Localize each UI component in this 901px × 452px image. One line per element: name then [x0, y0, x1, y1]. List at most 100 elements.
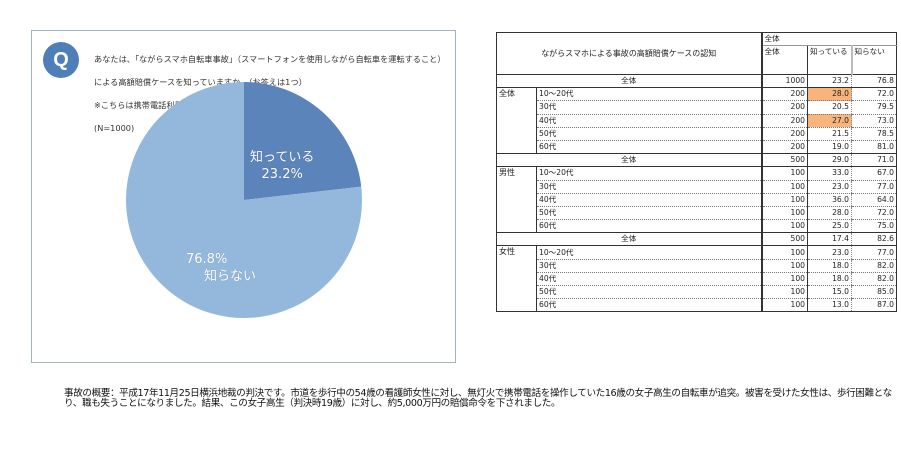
col-header-know: 知っている [807, 45, 852, 75]
pie-label-unknown-name: 知らない [204, 269, 257, 284]
row-dont-pct: 87.0 [851, 298, 897, 313]
pie-label-known: 知っている 23.2% [250, 149, 314, 183]
row-dont-pct: 64.0 [851, 193, 897, 207]
row-n: 100 [760, 206, 808, 221]
row-dont-pct: 82.0 [851, 259, 897, 273]
table-row: 60代 100 13.0 87.0 [497, 298, 897, 313]
row-know-pct: 33.0 [807, 166, 852, 181]
table-row: 60代 200 19.0 81.0 [497, 140, 897, 155]
question-panel: Q あなたは、「ながらスマホ自転車事故」（スマートフォンを使用しながら自転車を運… [31, 30, 456, 363]
col-header-total: 全体 [760, 45, 808, 75]
table-row: 60代 100 25.0 75.0 [497, 219, 897, 234]
row-know-pct: 13.0 [807, 298, 852, 313]
row-dont-pct: 77.0 [851, 180, 897, 194]
table-row: 40代 100 18.0 82.0 [497, 272, 897, 287]
table-row: 40代 200 27.0 73.0 [497, 114, 897, 128]
row-n: 100 [760, 245, 808, 260]
row-age-label: 30代 [536, 180, 762, 194]
total-row-dont: 76.8 [851, 74, 897, 89]
row-dont-pct: 75.0 [851, 219, 897, 234]
row-age-label: 40代 [536, 114, 762, 128]
pie-label-known-pct: 23.2% [261, 167, 303, 182]
total-row-know: 29.0 [807, 153, 852, 168]
row-age-label: 60代 [536, 298, 762, 313]
table-row: 50代 100 28.0 72.0 [497, 206, 897, 221]
row-know-pct: 28.0 [807, 206, 852, 221]
row-dont-pct: 82.0 [851, 272, 897, 287]
total-row-know: 23.2 [807, 74, 852, 89]
row-dont-pct: 72.0 [851, 206, 897, 221]
row-n: 100 [760, 259, 808, 273]
row-n: 100 [760, 193, 808, 207]
row-know-pct: 25.0 [807, 219, 852, 234]
row-age-label: 10～20代 [536, 245, 762, 260]
row-n: 100 [760, 285, 808, 300]
accident-summary-note: 事故の概要：平成17年11月25日横浜地裁の判決です。市道を歩行中の54歳の看護… [64, 388, 892, 409]
row-age-label: 30代 [536, 100, 762, 115]
table-row: 40代 100 36.0 64.0 [497, 193, 897, 207]
row-n: 200 [760, 127, 808, 141]
total-row-n: 500 [760, 232, 808, 247]
pie-label-unknown: 76.8% 知らない [186, 251, 256, 285]
total-row-n: 500 [760, 153, 808, 168]
row-age-label: 50代 [536, 206, 762, 221]
table-group-header: 全体 [760, 32, 897, 46]
table-row: 50代 100 15.0 85.0 [497, 285, 897, 300]
table-row: 女性 10～20代 100 23.0 77.0 [496, 245, 897, 313]
row-know-pct: 18.0 [807, 272, 852, 287]
row-dont-pct: 78.5 [851, 127, 897, 141]
total-row-dont: 71.0 [851, 153, 897, 168]
table-total-row: 全体 500 17.4 82.6 [496, 232, 897, 247]
row-n: 100 [760, 298, 808, 313]
row-dont-pct: 81.0 [851, 140, 897, 155]
crosstab-table: ながらスマホによる事故の高額賠償ケースの認知 全体 全体 知っている 知らない 全体 100… [496, 32, 897, 313]
row-know-pct: 23.0 [807, 180, 852, 194]
total-row-label: 全体 [496, 232, 762, 247]
total-row-label: 全体 [496, 74, 762, 89]
row-know-pct: 23.0 [807, 245, 852, 260]
pie-label-known-name: 知っている [250, 150, 315, 165]
row-age-label: 30代 [536, 259, 762, 273]
pie-chart-svg [126, 82, 363, 318]
row-dont-pct: 73.0 [851, 114, 897, 128]
row-n: 100 [760, 219, 808, 234]
row-age-label: 40代 [536, 272, 762, 287]
row-know-pct: 18.0 [807, 259, 852, 273]
row-know-pct: 27.0 [807, 114, 852, 128]
table-total-row: 全体 1000 23.2 76.8 [496, 74, 897, 89]
table-row: 30代 100 18.0 82.0 [497, 259, 897, 273]
row-dont-pct: 72.0 [851, 87, 897, 102]
table-title: ながらスマホによる事故の高額賠償ケースの認知 [496, 32, 762, 75]
total-row-n: 1000 [760, 74, 808, 89]
pie-chart: 知っている 23.2% 76.8% 知らない [124, 80, 364, 320]
row-know-pct: 21.5 [807, 127, 852, 141]
row-dont-pct: 85.0 [851, 285, 897, 300]
row-age-label: 10～20代 [536, 87, 762, 102]
row-n: 100 [760, 272, 808, 287]
row-age-label: 60代 [536, 219, 762, 234]
question-sample-size: (N=1000) [94, 123, 135, 134]
table-row: 全体 10～20代 200 28.0 72.0 [496, 87, 897, 155]
row-n: 200 [760, 140, 808, 155]
row-n: 200 [760, 87, 808, 102]
row-know-pct: 15.0 [807, 285, 852, 300]
pie-label-unknown-pct: 76.8% [186, 252, 228, 267]
question-line-1: あなたは、「ながらスマホ自転車事故」（スマートフォンを使用しながら自転車を運転す… [94, 53, 446, 64]
total-row-label: 全体 [496, 153, 762, 168]
row-n: 100 [760, 166, 808, 181]
row-know-pct: 36.0 [807, 193, 852, 207]
row-know-pct: 20.5 [807, 100, 852, 115]
col-header-dont: 知らない [850, 45, 897, 75]
row-know-pct: 19.0 [807, 140, 852, 155]
question-line-2: による高額賠償ケースを知っていますか。（お答えは1つ） [94, 76, 307, 87]
total-row-know: 17.4 [807, 232, 852, 247]
row-n: 100 [760, 180, 808, 194]
table-row: 30代 200 20.5 79.5 [497, 100, 897, 115]
pie-slice-known [244, 82, 362, 200]
table-row: 男性 10～20代 100 33.0 67.0 [496, 166, 897, 234]
row-dont-pct: 77.0 [851, 245, 897, 260]
row-n: 200 [760, 100, 808, 115]
row-age-label: 10～20代 [536, 166, 762, 181]
row-age-label: 50代 [536, 285, 762, 300]
table-total-row: 全体 500 29.0 71.0 [496, 153, 897, 168]
